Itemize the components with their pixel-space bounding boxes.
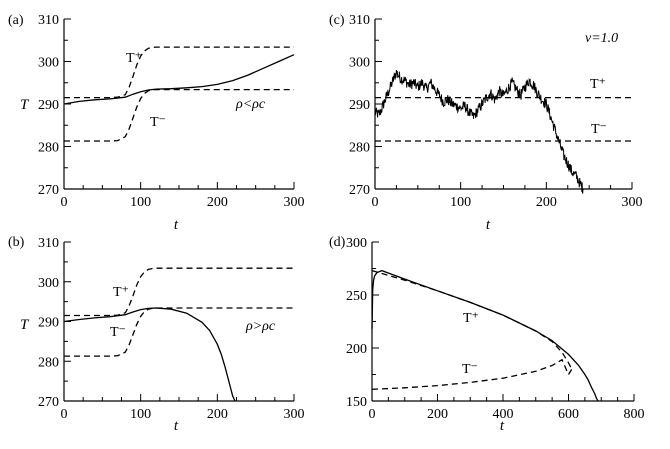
- y-tick-label: 270: [38, 183, 59, 198]
- x-tick-label: 200: [207, 195, 228, 210]
- y-tick-label: 300: [349, 56, 370, 71]
- series-group: [374, 69, 632, 194]
- y-tick-label: 280: [38, 355, 59, 370]
- y-tick-label: 310: [38, 236, 59, 251]
- y-tick-label: 270: [349, 183, 370, 198]
- x-axis-label: t: [174, 217, 179, 233]
- series-line-t-plus: [64, 267, 294, 317]
- x-tick-label: 100: [130, 407, 151, 422]
- t-plus-label: T⁺: [126, 51, 142, 66]
- series-line-t: [374, 69, 584, 194]
- axes: 0 100 200 300 270 280 290 300 310: [349, 13, 643, 210]
- y-tick-label: 280: [349, 141, 370, 156]
- x-tick-label: 300: [284, 195, 305, 210]
- series-line-t: [371, 269, 599, 402]
- y-tick-label: 150: [346, 395, 367, 410]
- series-line-t-plus: [64, 46, 294, 99]
- series-group: [371, 269, 599, 402]
- x-axis-label: t: [486, 217, 491, 233]
- x-tick-label: 200: [427, 407, 448, 422]
- x-tick-label: 0: [372, 195, 379, 210]
- x-tick-label: 200: [207, 407, 228, 422]
- x-tick-label: 800: [624, 407, 645, 422]
- y-tick-label: 310: [38, 13, 59, 28]
- series-group: [63, 267, 294, 402]
- y-tick-label: 290: [349, 98, 370, 113]
- panel-label: (c): [329, 13, 345, 28]
- panel-c: (c) t v=1.0 T⁺ T⁻ 0 100 200 300 270 280 290 300…: [329, 13, 643, 233]
- x-tick-label: 0: [61, 407, 68, 422]
- x-tick-label: 600: [558, 407, 579, 422]
- axes: 0 200 400 600 800 150 200 250 300: [346, 236, 645, 422]
- x-tick-label: 100: [130, 195, 151, 210]
- series-line-t: [63, 307, 236, 402]
- series-line-t-minus: [371, 358, 573, 390]
- x-axis-label: t: [174, 418, 179, 434]
- x-tick-label: 100: [450, 195, 471, 210]
- series-line-t-minus: [64, 307, 294, 357]
- y-axis-label: T: [20, 317, 30, 333]
- x-tick-label: 300: [284, 407, 305, 422]
- series-line-t: [63, 54, 295, 105]
- y-tick-label: 310: [349, 13, 370, 28]
- annotation: v=1.0: [585, 31, 618, 46]
- annotation: ρ<ρc: [235, 97, 266, 112]
- y-tick-label: 250: [346, 289, 367, 304]
- panel-b: (b) T t T⁺ T⁻ ρ>ρc 0 100 200 300 270 280 290 30…: [8, 235, 305, 434]
- y-tick-label: 290: [38, 98, 59, 113]
- series-group: [63, 46, 295, 142]
- y-tick-label: 200: [346, 342, 367, 357]
- y-tick-label: 280: [38, 141, 59, 156]
- t-plus-label: T⁺: [463, 311, 479, 326]
- y-tick-label: 290: [38, 316, 59, 331]
- t-plus-label: T⁺: [113, 285, 129, 300]
- x-tick-label: 0: [369, 407, 376, 422]
- panel-label: (b): [8, 235, 25, 250]
- axes: 0 100 200 300 270 280 290 300 310: [38, 13, 305, 210]
- y-tick-label: 270: [38, 395, 59, 410]
- y-tick-label: 300: [38, 56, 59, 71]
- t-minus-label: T⁻: [591, 122, 607, 137]
- t-minus-label: T⁻: [150, 115, 166, 130]
- t-plus-label: T⁺: [590, 77, 606, 92]
- panel-label: (a): [8, 13, 24, 28]
- t-minus-label: T⁻: [462, 362, 478, 377]
- x-axis-label: t: [500, 418, 505, 434]
- panel-d: (d) t T⁺ T⁻ 0 200 400 600 800 150 200 250 300: [329, 235, 645, 434]
- panel-label: (d): [329, 235, 346, 250]
- x-tick-label: 400: [493, 407, 514, 422]
- y-tick-label: 300: [346, 236, 367, 251]
- y-tick-label: 300: [38, 276, 59, 291]
- t-minus-label: T⁻: [110, 325, 126, 340]
- y-axis-label: T: [20, 97, 30, 113]
- panel-a: (a) T t T⁺ T⁻ ρ<ρc 0 100 200 300 270 280 290 30…: [8, 13, 305, 233]
- x-tick-label: 0: [61, 195, 68, 210]
- x-tick-label: 200: [536, 195, 557, 210]
- x-tick-label: 300: [622, 195, 643, 210]
- annotation: ρ>ρc: [245, 319, 276, 334]
- axes: 0 100 200 300 270 280 290 300 310: [38, 236, 305, 422]
